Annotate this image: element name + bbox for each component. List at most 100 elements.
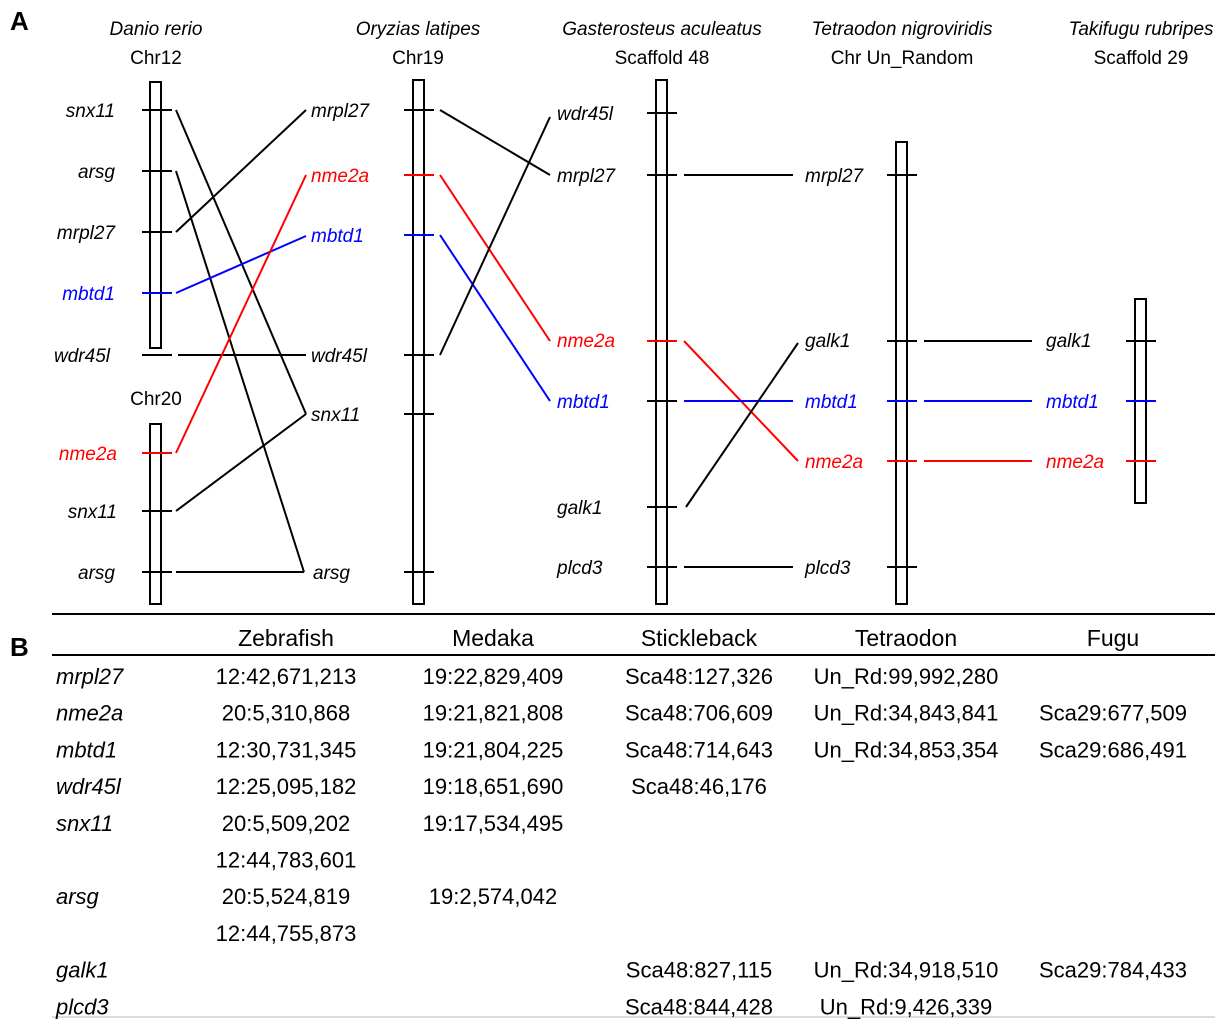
table-row: mrpl27 12:42,671,213 19:22,829,409 Sca48:12… xyxy=(56,664,998,689)
gene-label-zebrafish-mrpl27: mrpl27 xyxy=(57,223,117,244)
chromosome-bar-medaka xyxy=(412,79,425,605)
link-snx11-zebrafish-medaka xyxy=(175,109,307,415)
table-cell: Un_Rd:34,853,354 xyxy=(814,737,999,762)
table-row: galk1 Sca48:827,115 Un_Rd:34,918,510 Sca29:… xyxy=(56,958,1187,983)
table-cell: 20:5,310,868 xyxy=(222,701,350,726)
gene-label-zebrafish-wdr45l: wdr45l xyxy=(54,346,111,367)
gene-label-tetraodon-galk1: galk1 xyxy=(805,331,850,352)
gene-label-zebrafish-arsg: arsg xyxy=(78,162,115,183)
table-cell: Sca48:706,609 xyxy=(625,701,773,726)
chromosome-label-zebrafish: Chr12 xyxy=(130,48,182,69)
gene-label-tetraodon-mrpl27: mrpl27 xyxy=(805,166,865,187)
column-header-medaka: Medaka xyxy=(452,625,534,651)
gene-label-zebrafish-nme2a: nme2a xyxy=(59,444,117,465)
link-mrpl27-zebrafish-medaka xyxy=(175,109,307,233)
table-cell: 19:17,534,495 xyxy=(423,811,564,836)
table-cell: Un_Rd:34,843,841 xyxy=(814,701,999,726)
table-cell: Un_Rd:99,992,280 xyxy=(814,664,999,689)
table-cell: 19:18,651,690 xyxy=(423,774,564,799)
gene-label-medaka-mrpl27: mrpl27 xyxy=(311,101,371,122)
gene-label-zebrafish-mbtd1: mbtd1 xyxy=(62,284,115,305)
row-gene-name: mbtd1 xyxy=(56,737,117,762)
column-header-stickleback: Stickleback xyxy=(641,625,758,651)
link-nme2a-zebrafish-medaka xyxy=(175,174,307,454)
link-galk1-stickleback-tetraodon xyxy=(685,342,799,508)
chromosome-bar-zebrafish-chr20 xyxy=(149,423,162,605)
table-cell: 20:5,509,202 xyxy=(222,811,350,836)
gene-label-fugu-mbtd1: mbtd1 xyxy=(1046,392,1099,413)
table-header: Zebrafish Medaka Stickleback Tetraodon F… xyxy=(238,625,1139,651)
row-gene-name: wdr45l xyxy=(56,774,122,799)
link-mrpl27-medaka-stickleback xyxy=(439,109,551,176)
link-nme2a-medaka-stickleback xyxy=(439,174,551,342)
table-row: snx11 20:5,509,202 19:17,534,495 xyxy=(56,811,563,836)
table-cell: Un_Rd:34,918,510 xyxy=(814,958,999,983)
species-headers: Danio rerio Chr12 Oryzias latipes Chr19 … xyxy=(110,19,1214,410)
species-name-medaka: Oryzias latipes xyxy=(356,19,481,40)
table-cell: Sca29:784,433 xyxy=(1039,958,1187,983)
species-name-stickleback: Gasterosteus aculeatus xyxy=(562,19,762,40)
gene-label-zebrafish-arsg-chr20: arsg xyxy=(78,563,115,584)
row-gene-name: snx11 xyxy=(56,811,113,836)
species-name-fugu: Takifugu rubripes xyxy=(1068,19,1214,40)
gene-label-stickleback-mrpl27: mrpl27 xyxy=(557,166,617,187)
species-name-tetraodon: Tetraodon nigroviridis xyxy=(812,19,993,40)
table-cell: Sca29:677,509 xyxy=(1039,701,1187,726)
chromosome-label-zebrafish-chr20: Chr20 xyxy=(130,389,182,410)
link-mbtd1-zebrafish-medaka xyxy=(175,235,307,294)
table-cell: 12:42,671,213 xyxy=(216,664,357,689)
table-cell: 12:44,783,601 xyxy=(216,848,357,873)
table-cell: Sca48:46,176 xyxy=(631,774,767,799)
gene-label-stickleback-wdr45l: wdr45l xyxy=(557,104,614,125)
gene-label-stickleback-plcd3: plcd3 xyxy=(556,558,603,579)
table-cell: 12:30,731,345 xyxy=(216,737,357,762)
row-gene-name: nme2a xyxy=(56,701,123,726)
table-row: plcd3 Sca48:844,428 Un_Rd:9,426,339 xyxy=(55,994,992,1019)
gene-label-tetraodon-plcd3: plcd3 xyxy=(804,558,851,579)
synteny-connectors xyxy=(175,109,1032,573)
table-row: arsg 20:5,524,819 19:2,574,042 xyxy=(56,884,557,909)
table-cell: 12:25,095,182 xyxy=(216,774,357,799)
chromosome-label-stickleback: Scaffold 48 xyxy=(615,48,710,69)
gene-labels: snx11 arsg mrpl27 mbtd1 wdr45l nme2a snx… xyxy=(54,101,1104,584)
row-gene-name: galk1 xyxy=(56,958,109,983)
gene-ticks xyxy=(142,109,1156,573)
table-row: mbtd1 12:30,731,345 19:21,804,225 Sca48:714… xyxy=(56,737,1187,762)
gene-label-zebrafish-snx11-chr20: snx11 xyxy=(68,502,117,523)
table-row: 12:44,783,601 xyxy=(216,848,357,873)
column-header-fugu: Fugu xyxy=(1087,625,1139,651)
row-gene-name: arsg xyxy=(56,884,100,909)
table-cell: Sca48:714,643 xyxy=(625,737,773,762)
column-header-zebrafish: Zebrafish xyxy=(238,625,334,651)
gene-label-tetraodon-nme2a: nme2a xyxy=(805,452,863,473)
gene-label-medaka-mbtd1: mbtd1 xyxy=(311,226,364,247)
panel-b-letter: B xyxy=(10,632,29,662)
gene-label-fugu-nme2a: nme2a xyxy=(1046,452,1104,473)
table-cell: 19:21,821,808 xyxy=(423,701,564,726)
table-row: nme2a 20:5,310,868 19:21,821,808 Sca48:706,… xyxy=(56,701,1187,726)
gene-label-tetraodon-mbtd1: mbtd1 xyxy=(805,392,858,413)
species-name-zebrafish: Danio rerio xyxy=(110,19,203,40)
gene-label-medaka-nme2a: nme2a xyxy=(311,166,369,187)
link-mbtd1-medaka-stickleback xyxy=(439,234,551,402)
gene-label-stickleback-mbtd1: mbtd1 xyxy=(557,392,610,413)
link-snx11-chr20-zebrafish-medaka xyxy=(175,413,307,512)
table-cell: Sca29:686,491 xyxy=(1039,737,1187,762)
gene-label-medaka-snx11: snx11 xyxy=(311,405,360,426)
table-cell: 19:22,829,409 xyxy=(423,664,564,689)
table-cell: Un_Rd:9,426,339 xyxy=(820,994,992,1019)
row-gene-name: plcd3 xyxy=(55,994,109,1019)
chromosome-label-tetraodon: Chr Un_Random xyxy=(831,48,974,69)
chromosome-label-fugu: Scaffold 29 xyxy=(1094,48,1189,69)
gene-label-zebrafish-snx11: snx11 xyxy=(66,101,115,122)
gene-label-stickleback-nme2a: nme2a xyxy=(557,331,615,352)
table-cell: 20:5,524,819 xyxy=(222,884,350,909)
table-cell: Sca48:827,115 xyxy=(626,958,772,983)
table-cell: Sca48:127,326 xyxy=(625,664,773,689)
table-cell: 12:44,755,873 xyxy=(216,921,357,946)
table-row: wdr45l 12:25,095,182 19:18,651,690 Sca48:46… xyxy=(56,774,767,799)
column-header-tetraodon: Tetraodon xyxy=(855,625,957,651)
chromosome-label-medaka: Chr19 xyxy=(392,48,444,69)
row-gene-name: mrpl27 xyxy=(56,664,124,689)
